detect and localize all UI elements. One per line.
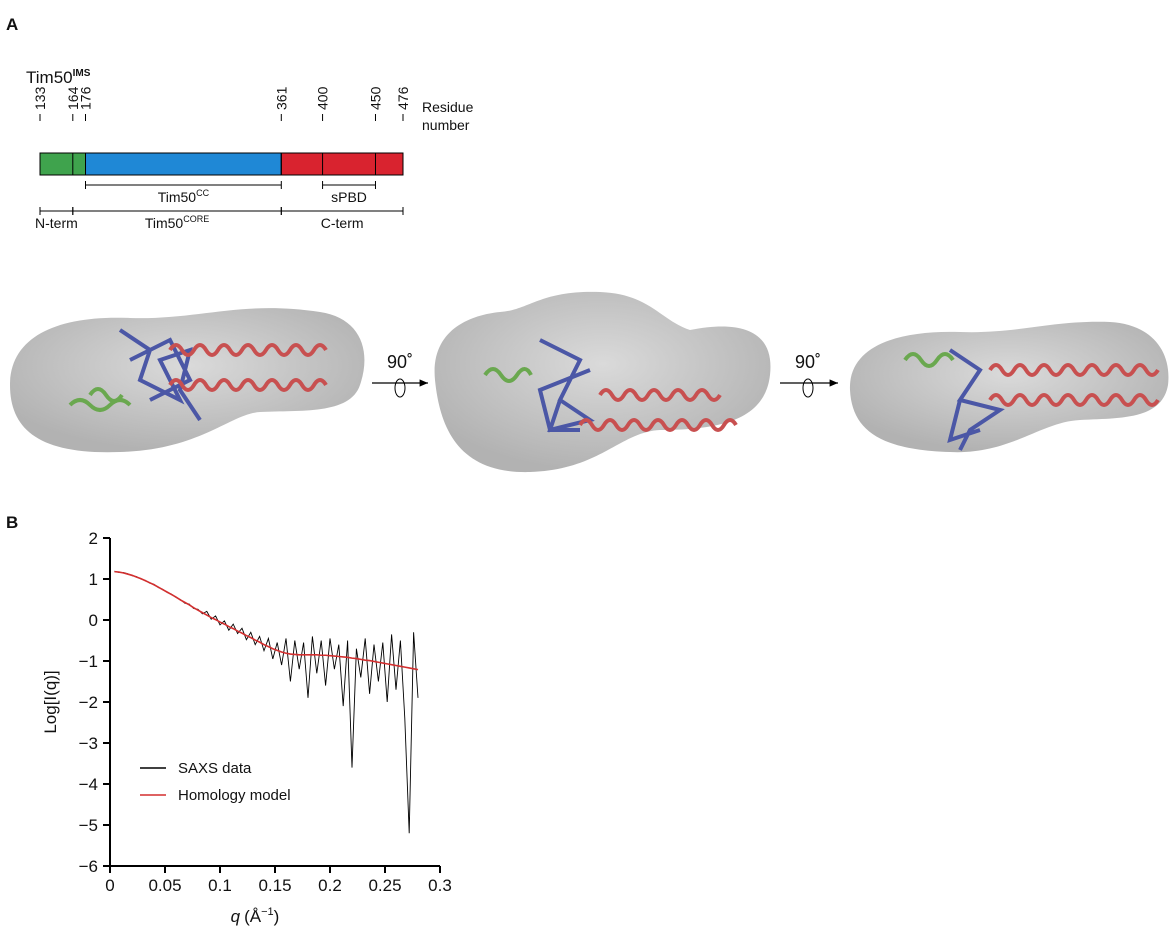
rotation-arrow: 90˚ xyxy=(780,352,838,397)
y-tick-label: 1 xyxy=(89,570,98,589)
protein-name: Tim50IMS xyxy=(26,68,91,87)
y-tick-label: 0 xyxy=(89,611,98,630)
x-label-exp: −1 xyxy=(261,906,274,918)
y-tick-label: −3 xyxy=(79,734,98,753)
residue-number: 176 xyxy=(78,86,94,110)
x-tick-label: 0.3 xyxy=(428,876,452,895)
y-tick-label: −4 xyxy=(79,775,98,794)
x-tick-label: 0.1 xyxy=(208,876,232,895)
residue-number: 133 xyxy=(32,86,48,110)
panel-label: B xyxy=(6,513,18,532)
x-label-unit: (Å xyxy=(244,907,262,926)
protein-text: Tim50 xyxy=(26,68,73,87)
bracket-text: Tim50 xyxy=(145,215,184,231)
y-tick-label: −2 xyxy=(79,693,98,712)
residue-caption: Residue xyxy=(422,99,474,115)
y-axis-label: Log[I(q)] xyxy=(41,670,60,733)
y-tick-label: 2 xyxy=(89,529,98,548)
bracket-text: Tim50 xyxy=(158,189,197,205)
bracket-text: C-term xyxy=(321,215,364,231)
protein-sup: IMS xyxy=(73,68,91,79)
x-label-close: ) xyxy=(274,907,280,926)
legend-label: Homology model xyxy=(178,787,291,804)
figure: A Tim50IMS Residue number 90˚ 90˚ B SAXS… xyxy=(0,0,1171,927)
rotation-arrow: 90˚ xyxy=(372,352,428,397)
x-axis-label: q(Å−1) xyxy=(231,906,280,926)
bracket-label: N-term xyxy=(35,215,78,231)
structure-3 xyxy=(850,322,1169,452)
domain-segment xyxy=(86,153,282,175)
panel-label: A xyxy=(6,15,18,34)
x-tick-label: 0.15 xyxy=(258,876,291,895)
x-tick-label: 0.05 xyxy=(148,876,181,895)
bracket xyxy=(73,207,281,215)
legend-label: SAXS data xyxy=(178,760,252,777)
bracket-sup: CC xyxy=(196,188,209,198)
rotation-label: 90˚ xyxy=(795,352,821,372)
bracket-text: sPBD xyxy=(331,189,367,205)
structure-1 xyxy=(10,308,364,452)
residue-number: 400 xyxy=(315,86,331,110)
bracket xyxy=(86,181,282,189)
bracket xyxy=(40,207,73,215)
bracket-text: N-term xyxy=(35,215,78,231)
domain-segment xyxy=(281,153,403,175)
bracket-label: C-term xyxy=(321,215,364,231)
page: A Tim50IMS Residue number 90˚ 90˚ B SAXS… xyxy=(0,0,1171,932)
residue-number: 450 xyxy=(367,86,383,110)
y-tick-label: −1 xyxy=(79,652,98,671)
y-tick-label: −5 xyxy=(79,816,98,835)
structure-2 xyxy=(435,292,771,472)
residue-number: 476 xyxy=(395,86,411,110)
rotation-label: 90˚ xyxy=(387,352,413,372)
series-line xyxy=(114,572,418,670)
bracket xyxy=(323,181,376,189)
residue-caption: number xyxy=(422,117,470,133)
bracket xyxy=(281,207,403,215)
x-tick-label: 0.25 xyxy=(368,876,401,895)
bracket-label: Tim50CORE xyxy=(145,214,209,231)
x-tick-label: 0 xyxy=(105,876,114,895)
bracket-sup: CORE xyxy=(183,214,209,224)
x-tick-label: 0.2 xyxy=(318,876,342,895)
legend: SAXS data Homology model xyxy=(140,760,291,804)
bracket-label: Tim50CC xyxy=(158,188,210,205)
residue-number: 361 xyxy=(273,86,289,110)
domain-segment xyxy=(40,153,86,175)
bracket-label: sPBD xyxy=(331,189,367,205)
x-label-var: q xyxy=(231,907,241,926)
y-tick-label: −6 xyxy=(79,857,98,876)
